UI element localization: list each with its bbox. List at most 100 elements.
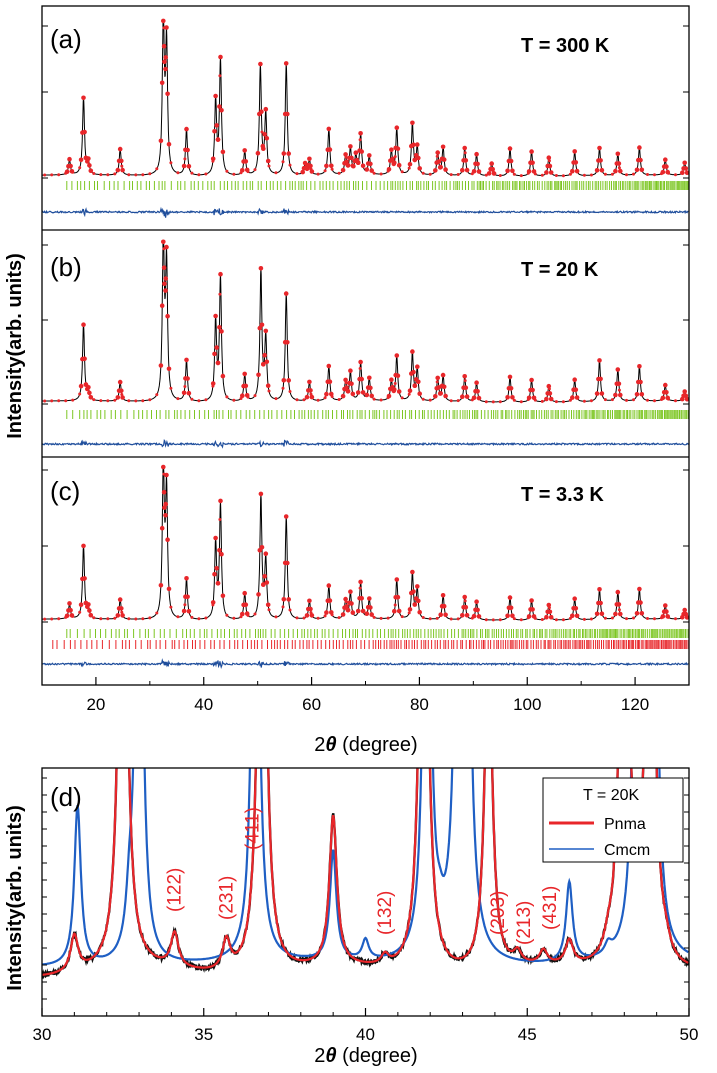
observed-point bbox=[242, 371, 247, 377]
observed-point bbox=[330, 395, 334, 398]
observed-point bbox=[358, 579, 363, 585]
observed-point bbox=[464, 612, 470, 618]
observed-point bbox=[348, 368, 353, 374]
x-tick-label: 40 bbox=[356, 1025, 375, 1044]
bottom-x-axis-theta: θ bbox=[325, 1045, 336, 1067]
top-y-ticks bbox=[42, 25, 689, 623]
observed-point bbox=[484, 400, 488, 404]
hkl-annotations: (122) (231) (411) (132) (203) (213) (431) bbox=[165, 807, 561, 945]
observed-point bbox=[438, 391, 444, 396]
observed-point bbox=[327, 379, 333, 385]
observed-point bbox=[684, 170, 690, 175]
observed-point bbox=[117, 379, 123, 385]
observed-point bbox=[344, 381, 348, 385]
bottom-y-axis-title: Intensity(arb. units) bbox=[4, 805, 26, 991]
panel-b-observed-points bbox=[43, 239, 690, 404]
observed-point bbox=[589, 399, 593, 403]
observed-point bbox=[225, 395, 229, 399]
observed-point bbox=[653, 173, 656, 177]
observed-point bbox=[113, 616, 117, 620]
observed-point bbox=[71, 170, 75, 174]
observed-point bbox=[309, 611, 313, 615]
observed-point bbox=[653, 617, 656, 621]
observed-point bbox=[183, 385, 187, 388]
bottom-y-ticks bbox=[42, 777, 689, 1000]
observed-point bbox=[365, 611, 369, 615]
observed-point bbox=[115, 613, 121, 618]
observed-point bbox=[330, 167, 334, 171]
observed-point bbox=[260, 130, 264, 134]
observed-point bbox=[554, 400, 558, 404]
observed-point bbox=[477, 170, 481, 174]
observed-point bbox=[646, 173, 649, 176]
observed-point bbox=[597, 587, 602, 592]
observed-point bbox=[68, 163, 73, 169]
observed-point bbox=[519, 400, 523, 404]
observed-point bbox=[148, 172, 152, 176]
observed-point bbox=[176, 615, 180, 619]
observed-point bbox=[639, 611, 645, 616]
observed-point bbox=[407, 392, 411, 396]
observed-point bbox=[212, 351, 217, 357]
observed-point bbox=[456, 173, 460, 176]
observed-point bbox=[261, 582, 266, 587]
observed-point bbox=[617, 166, 621, 170]
observed-point bbox=[165, 91, 170, 97]
observed-point bbox=[546, 602, 552, 608]
observed-point bbox=[217, 104, 222, 109]
observed-point bbox=[477, 615, 481, 619]
observed-point bbox=[243, 602, 249, 607]
observed-point bbox=[667, 615, 670, 619]
observed-point bbox=[463, 379, 467, 383]
observed-point bbox=[307, 156, 312, 162]
observed-point bbox=[573, 606, 579, 611]
panel-d-label: (d) bbox=[50, 782, 82, 812]
observed-point bbox=[460, 613, 465, 618]
observed-point bbox=[596, 377, 600, 381]
observed-point bbox=[632, 616, 635, 620]
observed-point bbox=[262, 132, 268, 137]
observed-point bbox=[286, 378, 292, 383]
observed-point bbox=[106, 399, 110, 403]
observed-point bbox=[134, 617, 138, 621]
observed-point bbox=[99, 173, 103, 177]
panel-a: (a) T = 300 K bbox=[41, 18, 690, 218]
observed-point bbox=[344, 155, 348, 159]
observed-point bbox=[507, 374, 513, 380]
observed-point bbox=[302, 398, 306, 402]
observed-point bbox=[682, 389, 687, 394]
observed-point bbox=[463, 158, 469, 163]
observed-point bbox=[163, 276, 168, 281]
observed-point bbox=[394, 125, 400, 130]
observed-point bbox=[435, 380, 439, 384]
observed-point bbox=[288, 163, 292, 167]
observed-point bbox=[547, 609, 553, 615]
observed-point bbox=[428, 172, 432, 176]
observed-point bbox=[681, 615, 684, 619]
observed-point bbox=[505, 396, 509, 400]
observed-point bbox=[618, 611, 623, 617]
observed-point bbox=[210, 381, 216, 386]
observed-point bbox=[637, 145, 642, 150]
observed-point bbox=[415, 142, 420, 147]
observed-point bbox=[326, 363, 332, 369]
observed-point bbox=[166, 586, 172, 592]
observed-point bbox=[253, 612, 257, 616]
observed-point bbox=[127, 173, 131, 177]
observed-point bbox=[120, 613, 125, 618]
observed-point bbox=[394, 353, 400, 358]
observed-point bbox=[396, 389, 402, 394]
observed-point bbox=[134, 173, 138, 177]
observed-point bbox=[184, 357, 189, 363]
observed-point bbox=[435, 150, 441, 155]
top-panels: (a) T = 300 K (b) T = 20 K (c) T = 3.3 K… bbox=[4, 5, 690, 756]
observed-point bbox=[218, 498, 223, 504]
observed-point bbox=[302, 160, 308, 166]
observed-point bbox=[256, 372, 261, 378]
observed-point bbox=[572, 149, 577, 154]
observed-point bbox=[309, 613, 315, 618]
observed-point bbox=[498, 400, 502, 404]
observed-point bbox=[165, 537, 170, 542]
observed-point bbox=[417, 166, 423, 171]
top-x-axis-theta: θ bbox=[325, 734, 336, 756]
